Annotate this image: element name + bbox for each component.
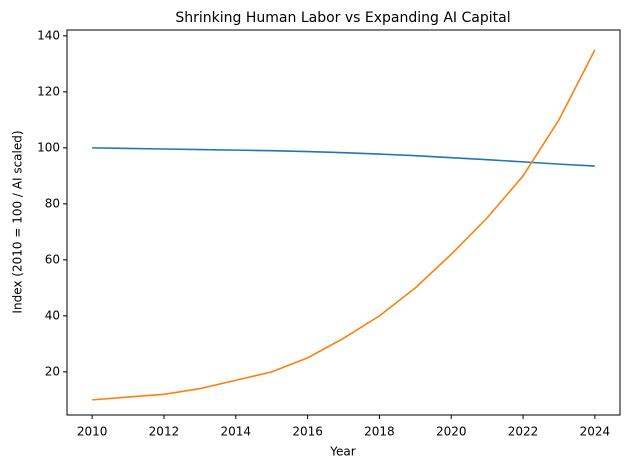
y-tick-label: 120 [37,84,60,98]
x-tick-label: 2016 [292,425,323,439]
x-tick-label: 2014 [220,425,251,439]
y-tick-label: 20 [45,364,60,378]
chart-title: Shrinking Human Labor vs Expanding AI Ca… [175,10,510,26]
series-line [92,147,595,167]
x-axis-label: Year [329,445,355,459]
y-axis-label: Index (2010 = 100 / AI scaled) [11,130,25,313]
x-tick-label: 2024 [580,425,611,439]
y-tick-label: 80 [45,196,60,210]
y-tick-label: 140 [37,28,60,42]
x-tick-label: 2010 [77,425,108,439]
y-tick-label: 40 [45,308,60,322]
plot-frame [66,29,621,416]
x-tick-label: 2020 [436,425,467,439]
x-tick-label: 2012 [149,425,180,439]
series-line [92,49,596,401]
y-tick-label: 100 [37,140,60,154]
x-tick-label: 2022 [508,425,539,439]
y-tick-label: 60 [45,252,60,266]
x-tick-label: 2018 [364,425,395,439]
